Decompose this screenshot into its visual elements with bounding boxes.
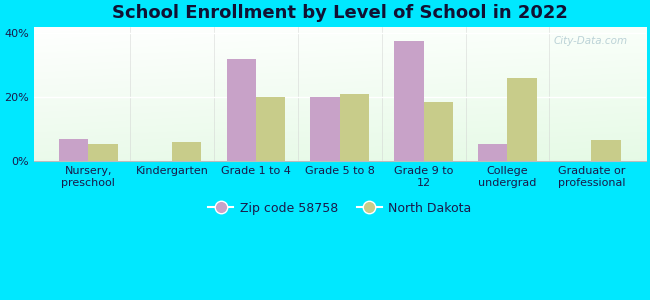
- Bar: [592, 140, 621, 161]
- Bar: [395, 41, 424, 161]
- Title: School Enrollment by Level of School in 2022: School Enrollment by Level of School in …: [112, 4, 567, 22]
- Bar: [478, 144, 508, 161]
- Bar: [340, 94, 369, 161]
- Bar: [172, 142, 202, 161]
- Legend: Zip code 58758, North Dakota: Zip code 58758, North Dakota: [203, 196, 476, 220]
- Bar: [59, 139, 88, 161]
- Bar: [508, 78, 537, 161]
- Bar: [88, 144, 118, 161]
- Bar: [227, 58, 256, 161]
- Bar: [424, 102, 453, 161]
- Bar: [311, 97, 340, 161]
- Bar: [256, 97, 285, 161]
- Text: City-Data.com: City-Data.com: [553, 36, 627, 46]
